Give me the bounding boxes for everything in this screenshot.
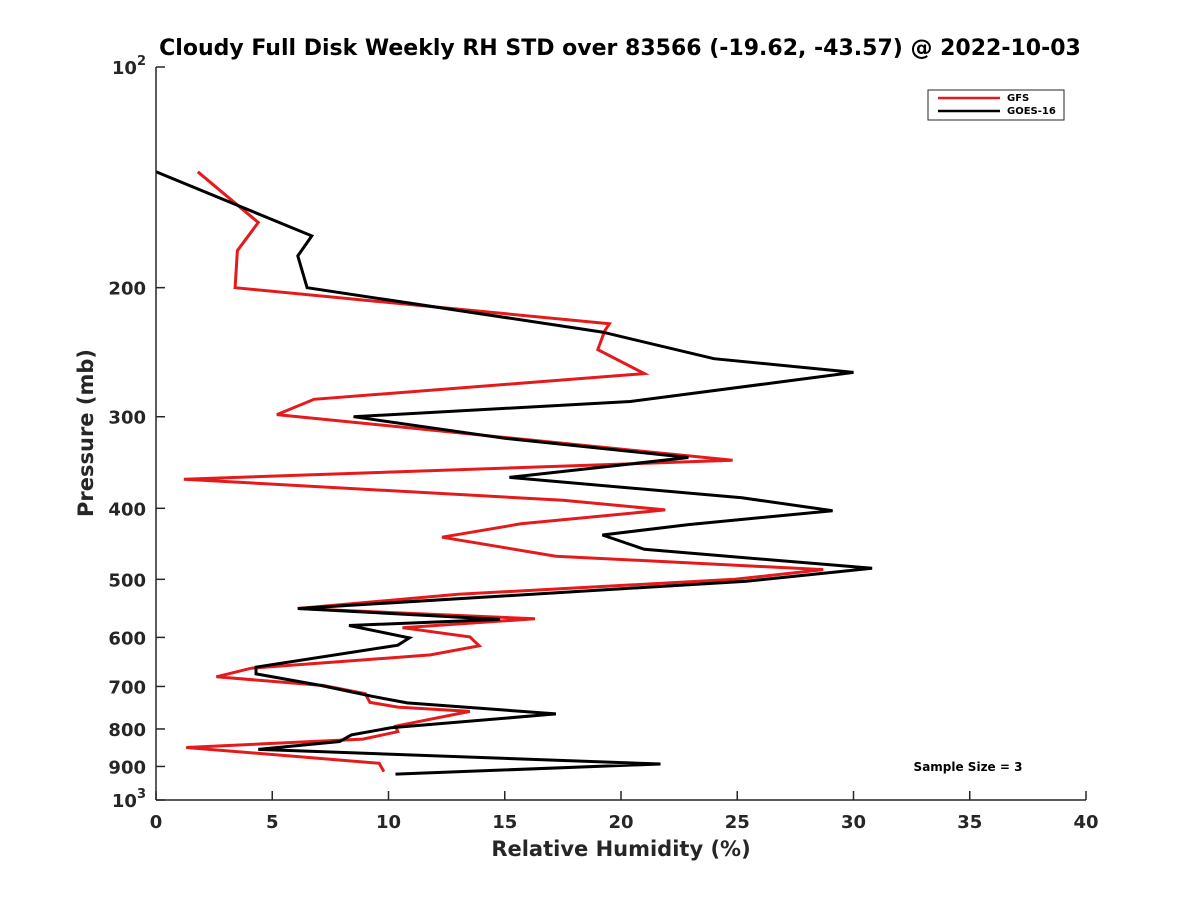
y-tick-label: 103 — [112, 787, 146, 812]
x-tick-label: 20 — [608, 812, 633, 833]
y-tick-label: 800 — [108, 720, 146, 741]
legend-label-goes-16: GOES-16 — [1007, 106, 1056, 117]
series-line-goes-16 — [155, 170, 873, 776]
y-axis-label: Pressure (mb) — [74, 349, 98, 517]
sample-size-annotation: Sample Size = 3 — [914, 760, 1023, 774]
y-tick-label: 500 — [108, 570, 146, 591]
y-tick-label: 700 — [108, 677, 146, 698]
y-tick-label: 600 — [108, 628, 146, 649]
x-tick-label: 10 — [376, 812, 401, 833]
legend-label-gfs: GFS — [1007, 93, 1029, 104]
x-tick-label: 5 — [266, 812, 279, 833]
y-tick-label: 300 — [108, 408, 146, 429]
x-tick-label: 35 — [957, 812, 982, 833]
legend-box — [927, 89, 1065, 121]
x-tick-label: 25 — [725, 812, 750, 833]
plot-series — [155, 170, 873, 776]
y-tick-label: 400 — [108, 499, 146, 520]
y-tick-label: 900 — [108, 757, 146, 778]
legend: GFS GOES-16 — [927, 89, 1065, 121]
x-tick-label: 0 — [150, 812, 163, 833]
series-line-gfs — [183, 170, 824, 773]
y-tick-label: 200 — [108, 279, 146, 300]
x-tick-label: 15 — [492, 812, 517, 833]
x-axis-label: Relative Humidity (%) — [491, 837, 750, 861]
chart-title: Cloudy Full Disk Weekly RH STD over 8356… — [159, 36, 1081, 61]
x-tick-label: 40 — [1073, 812, 1098, 833]
x-axis-ticks: 0 5 10 15 20 25 30 35 40 — [150, 791, 1099, 833]
x-tick-label: 30 — [841, 812, 866, 833]
y-tick-label: 102 — [112, 54, 146, 79]
y-axis-ticks: 102 200 300 400 500 600 700 800 900 103 — [108, 54, 165, 812]
